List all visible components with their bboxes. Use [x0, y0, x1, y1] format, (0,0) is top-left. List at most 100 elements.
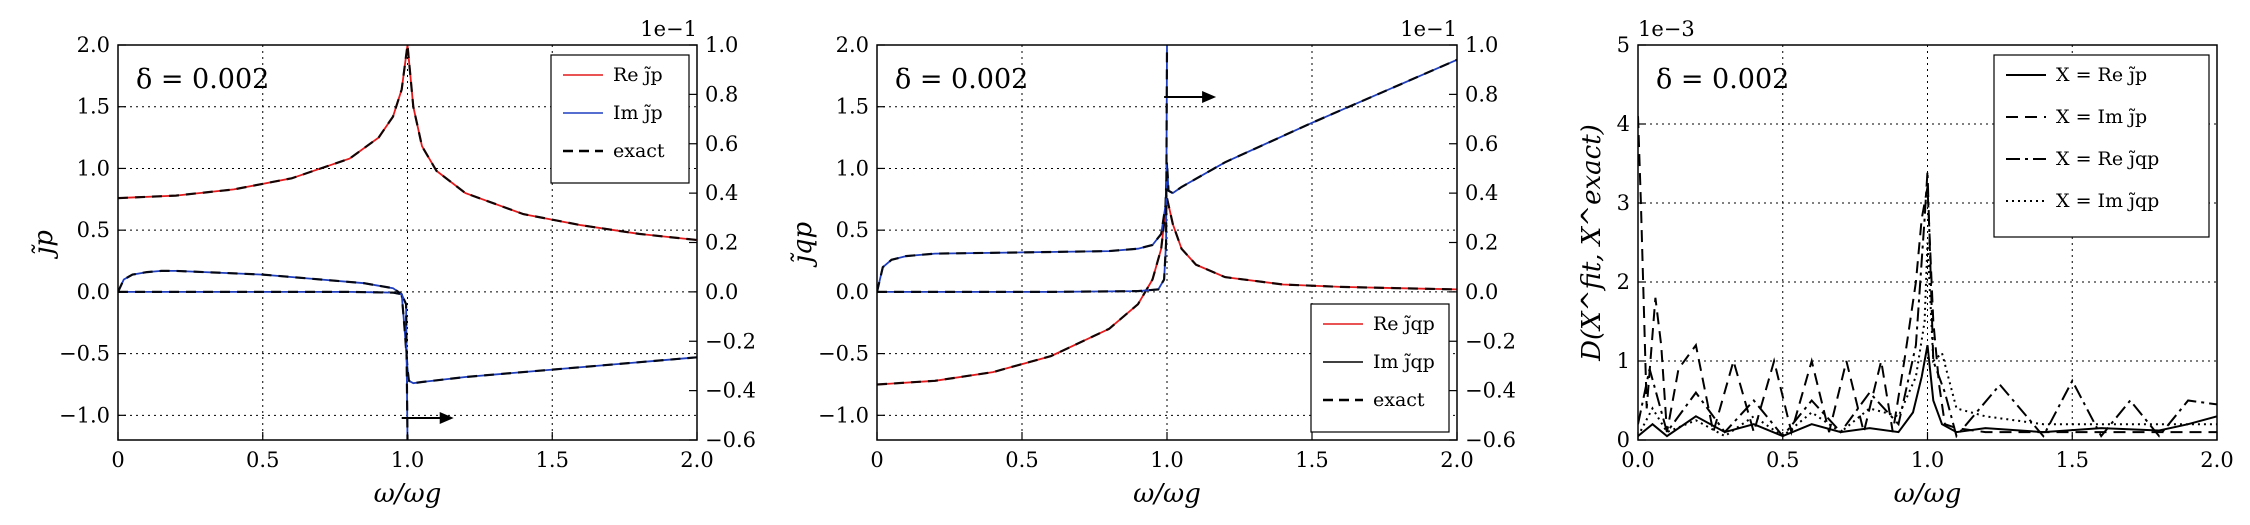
y-tick-label: 4: [1617, 112, 1630, 136]
delta-annotation: δ = 0.002: [136, 64, 269, 95]
y-tick-label: 2.0: [836, 33, 869, 57]
x-axis-label: ω/ωg: [374, 479, 442, 509]
x-tick-label: 0.5: [1766, 448, 1799, 472]
y2-tick-label: 0.2: [705, 231, 738, 255]
legend: X = Re j̃p X = Im j̃p X = Re j̃qp X = Im j̃…: [1993, 54, 2210, 238]
exact-line: [877, 197, 1457, 386]
legend-label: X = Im j̃p: [2056, 106, 2147, 128]
arrow-head: [439, 412, 454, 424]
series-line: [1638, 171, 2217, 439]
legend-label: exact: [1373, 389, 1425, 411]
exact-line: [118, 290, 409, 440]
legend-label: X = Re j̃qp: [2056, 148, 2159, 170]
y2-tick-label: 0.0: [1465, 280, 1498, 304]
right-axis-multiplier: 1e−1: [640, 17, 697, 41]
x-tick-label: 0.5: [1005, 448, 1038, 472]
y-tick-label: 0.0: [836, 280, 869, 304]
legend-label: X = Im j̃qp: [2056, 190, 2159, 212]
y-axis-label: j̃p: [29, 230, 59, 260]
x-tick-label: 2.0: [680, 448, 713, 472]
x-tick-label: 2.0: [1440, 448, 1473, 472]
right-axis-multiplier: 1e−1: [1400, 17, 1457, 41]
legend-label: exact: [613, 140, 665, 162]
y2-tick-label: 0.6: [1465, 132, 1498, 156]
series-group: [1638, 116, 2217, 439]
y-tick-label: 2: [1617, 270, 1630, 294]
legend-box: [550, 54, 690, 184]
series-line: [877, 58, 1457, 293]
y-tick-label: 0.5: [836, 218, 869, 242]
y-tick-label: 5: [1617, 33, 1630, 57]
legend: Re j̃p Im j̃p exact: [550, 54, 690, 184]
y-tick-label: 1.0: [836, 156, 869, 180]
x-axis-label: ω/ωg: [1133, 479, 1201, 509]
legend-box: [1993, 54, 2210, 238]
legend-label: X = Re j̃p: [2056, 64, 2147, 86]
x-tick-label: 1.0: [391, 448, 424, 472]
y2-tick-label: 1.0: [1465, 33, 1498, 57]
y2-tick-label: 0.6: [705, 132, 738, 156]
y2-tick-label: 1.0: [705, 33, 738, 57]
y-tick-label: −1.0: [59, 403, 110, 427]
chart-panel-0: 0 0.5 1.0 1.5 2.0−1.0−0.50.00.51.01.52.0−0.6…: [29, 17, 756, 509]
legend-box: [1310, 303, 1450, 433]
y2-tick-label: 0.8: [705, 82, 738, 106]
x-tick-label: 0.0: [1621, 448, 1654, 472]
delta-annotation: δ = 0.002: [1656, 64, 1789, 95]
y-tick-label: 1.5: [77, 95, 110, 119]
y-tick-label: 1.5: [836, 95, 869, 119]
y2-tick-label: −0.4: [705, 379, 756, 403]
exact-line: [118, 269, 697, 385]
chart-panel-1: 0 0.5 1.0 1.5 2.0−1.0−0.50.00.51.01.52.0−0.6…: [788, 17, 1516, 509]
series-group: [877, 45, 1457, 386]
series-line: [1638, 242, 2217, 438]
legend-label: Re j̃p: [613, 64, 663, 86]
y2-tick-label: 0.0: [705, 280, 738, 304]
y2-tick-label: 0.4: [705, 181, 738, 205]
y2-tick-label: −0.2: [1465, 329, 1516, 353]
y2-tick-label: 0.4: [1465, 181, 1498, 205]
y2-tick-label: −0.4: [1465, 379, 1516, 403]
y-axis-label: D(X^fit, X^exact): [1577, 124, 1607, 362]
x-tick-label: 1.5: [2056, 448, 2089, 472]
x-axis-label: ω/ωg: [1894, 479, 1962, 509]
y-tick-label: −0.5: [818, 342, 869, 366]
axis-arrow: [1164, 91, 1217, 103]
exact-line: [118, 45, 697, 242]
y2-tick-label: −0.2: [705, 329, 756, 353]
y-tick-label: 2.0: [77, 33, 110, 57]
y-multiplier: 1e−3: [1638, 17, 1695, 41]
x-tick-label: 1.0: [1911, 448, 1944, 472]
x-tick-label: 0.5: [246, 448, 279, 472]
y-tick-label: 1: [1617, 349, 1630, 373]
y-tick-label: −1.0: [818, 403, 869, 427]
y-tick-label: 1.0: [77, 156, 110, 180]
chart-panel-2: 0.0 0.5 1.0 1.5 2.0 0 1 2 3 4 5 1e−3 ω/ωg D(X^fit, X^…: [1577, 17, 2234, 509]
legend-label: Re j̃qp: [1373, 313, 1435, 335]
legend-label: Im j̃p: [613, 102, 663, 124]
exact-line: [877, 45, 1169, 293]
axis-arrow: [401, 412, 454, 424]
x-tick-label: 1.5: [536, 448, 569, 472]
x-tick-label: 2.0: [2200, 448, 2233, 472]
x-tick-label: 0: [111, 448, 124, 472]
legend: Re j̃qp Im j̃qp exact: [1310, 303, 1450, 433]
y-axis-label: j̃qp: [788, 221, 818, 268]
y-tick-label: 3: [1617, 191, 1630, 215]
y2-tick-label: 0.2: [1465, 231, 1498, 255]
series-group: [118, 45, 697, 440]
y-tick-label: 0.5: [77, 218, 110, 242]
delta-annotation: δ = 0.002: [895, 64, 1028, 95]
y2-tick-label: −0.6: [705, 428, 756, 452]
y2-tick-label: −0.6: [1465, 428, 1516, 452]
y2-tick-label: 0.8: [1465, 82, 1498, 106]
arrow-head: [1202, 91, 1217, 103]
y-tick-label: 0.0: [77, 280, 110, 304]
y-tick-label: −0.5: [59, 342, 110, 366]
y-tick-label: 0: [1617, 428, 1630, 452]
legend-label: Im j̃qp: [1373, 351, 1435, 373]
x-tick-label: 1.0: [1150, 448, 1183, 472]
x-tick-label: 1.5: [1295, 448, 1328, 472]
x-tick-label: 0: [870, 448, 883, 472]
